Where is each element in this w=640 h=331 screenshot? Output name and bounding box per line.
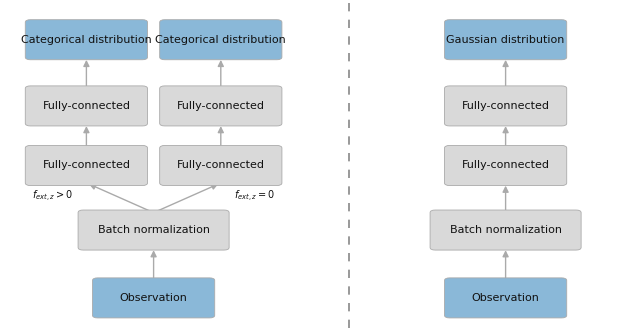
Text: Fully-connected: Fully-connected	[42, 161, 131, 170]
FancyBboxPatch shape	[159, 20, 282, 60]
FancyBboxPatch shape	[445, 20, 567, 60]
FancyBboxPatch shape	[92, 278, 215, 318]
FancyBboxPatch shape	[78, 210, 229, 250]
Text: Batch normalization: Batch normalization	[97, 225, 210, 235]
FancyBboxPatch shape	[26, 146, 148, 185]
Text: Fully-connected: Fully-connected	[177, 161, 265, 170]
FancyBboxPatch shape	[430, 210, 581, 250]
FancyBboxPatch shape	[26, 20, 148, 60]
Text: Categorical distribution: Categorical distribution	[21, 35, 152, 45]
Text: Fully-connected: Fully-connected	[177, 101, 265, 111]
Text: Observation: Observation	[120, 293, 188, 303]
Text: $f_{ext,z} = 0$: $f_{ext,z} = 0$	[234, 189, 275, 204]
FancyBboxPatch shape	[159, 86, 282, 126]
Text: Fully-connected: Fully-connected	[461, 161, 550, 170]
Text: Fully-connected: Fully-connected	[461, 101, 550, 111]
Text: Observation: Observation	[472, 293, 540, 303]
FancyBboxPatch shape	[26, 86, 148, 126]
FancyBboxPatch shape	[159, 146, 282, 185]
Text: Categorical distribution: Categorical distribution	[156, 35, 286, 45]
FancyBboxPatch shape	[445, 86, 567, 126]
Text: Batch normalization: Batch normalization	[450, 225, 562, 235]
FancyBboxPatch shape	[445, 278, 567, 318]
Text: Fully-connected: Fully-connected	[42, 101, 131, 111]
Text: $f_{ext,z} > 0$: $f_{ext,z} > 0$	[33, 189, 74, 204]
Text: Gaussian distribution: Gaussian distribution	[447, 35, 564, 45]
FancyBboxPatch shape	[445, 146, 567, 185]
